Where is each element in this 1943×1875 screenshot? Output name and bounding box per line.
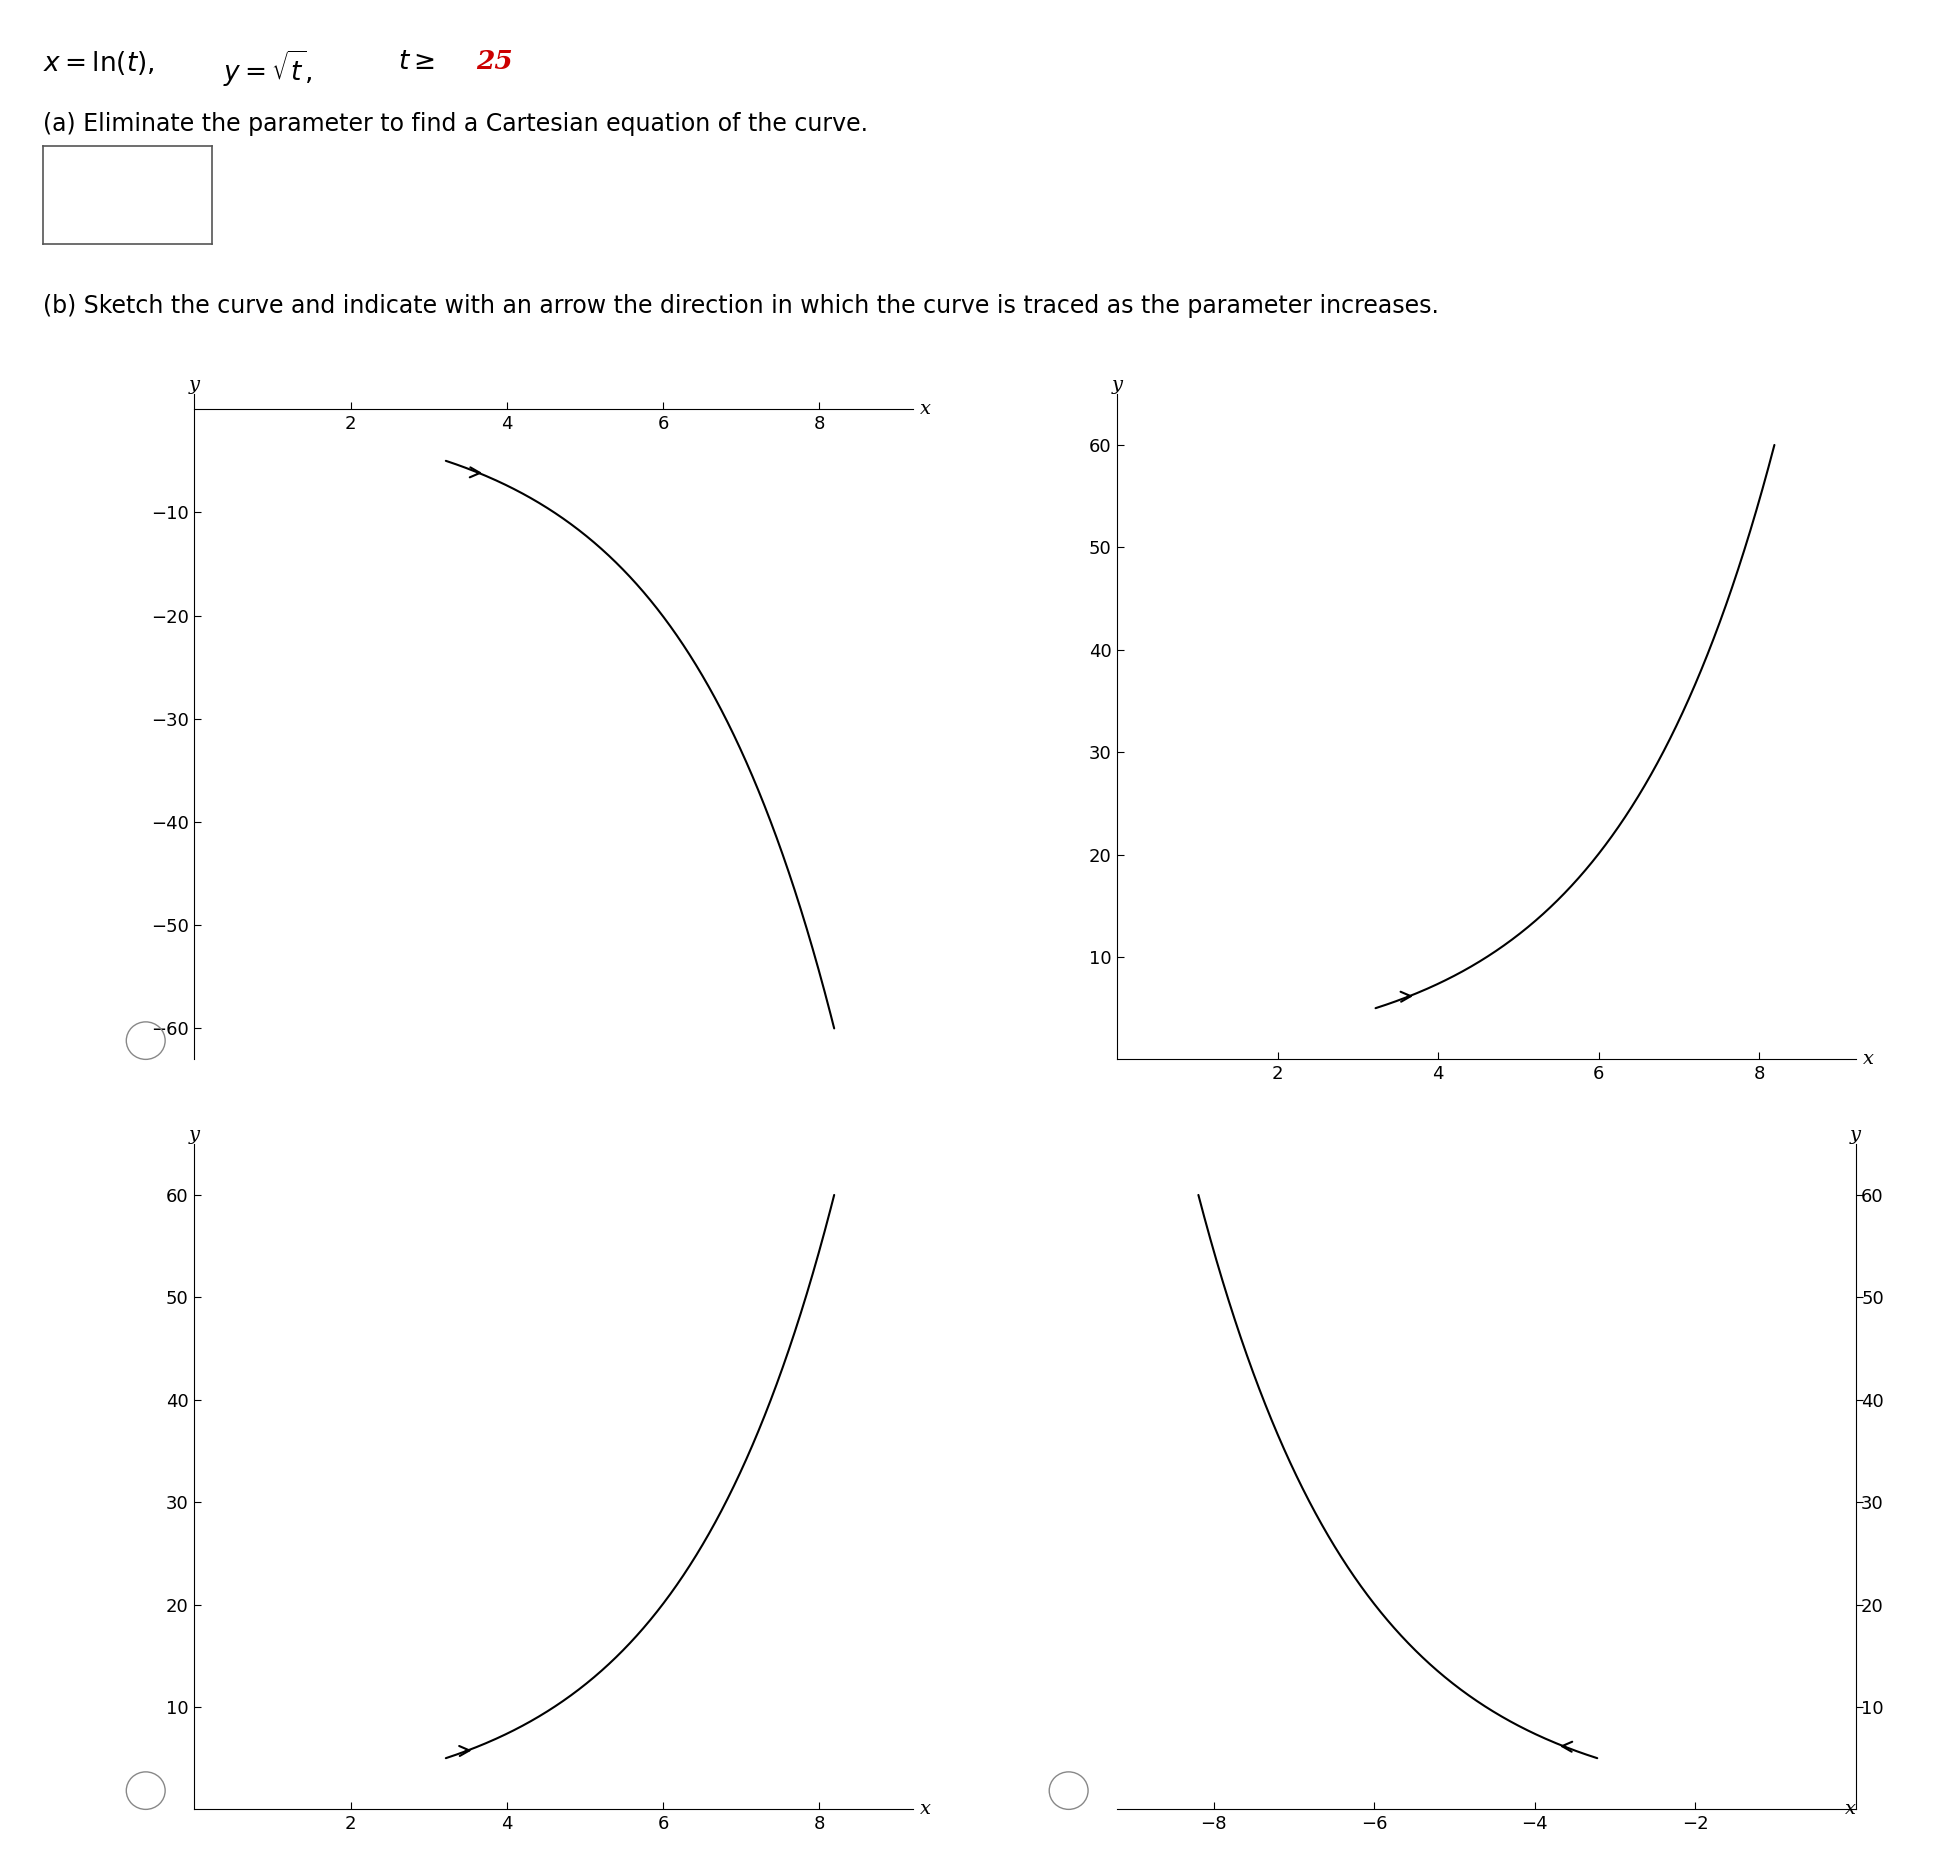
Text: y: y (1850, 1125, 1861, 1144)
Text: (a) Eliminate the parameter to find a Cartesian equation of the curve.: (a) Eliminate the parameter to find a Ca… (43, 112, 869, 137)
Text: (b) Sketch the curve and indicate with an arrow the direction in which the curve: (b) Sketch the curve and indicate with a… (43, 294, 1438, 319)
Text: $x = \ln(t),$: $x = \ln(t),$ (43, 49, 153, 77)
Text: $t \geq$: $t \geq$ (398, 49, 435, 73)
Text: x: x (921, 1800, 931, 1819)
Text: x: x (921, 399, 931, 418)
Text: x: x (1863, 1050, 1873, 1069)
Text: y: y (188, 375, 200, 394)
Text: y: y (1111, 375, 1123, 394)
Text: y: y (188, 1125, 200, 1144)
Text: $y = \sqrt{t},$: $y = \sqrt{t},$ (223, 49, 313, 90)
Text: 25: 25 (476, 49, 513, 73)
Text: x: x (1844, 1800, 1856, 1819)
